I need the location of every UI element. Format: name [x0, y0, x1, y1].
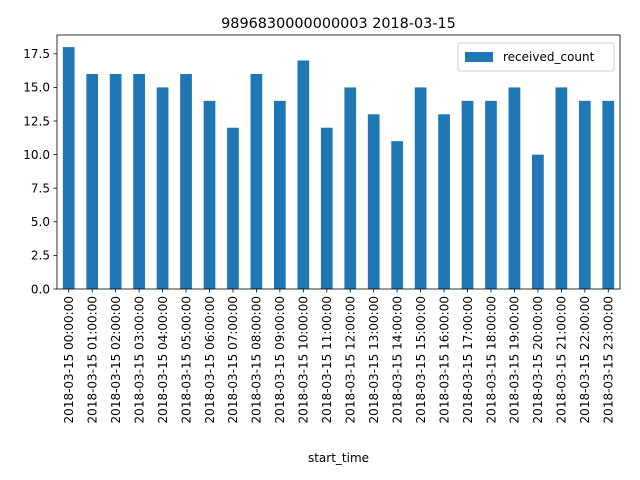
x-tick-label: 2018-03-15 17:00:00 [461, 296, 475, 423]
x-tick-label: 2018-03-15 02:00:00 [109, 296, 123, 423]
bar [508, 87, 521, 290]
bar [62, 47, 75, 289]
x-tick-label: 2018-03-15 08:00:00 [250, 296, 264, 423]
x-tick-label: 2018-03-15 04:00:00 [156, 296, 170, 423]
bar [555, 87, 568, 290]
x-tick-label: 2018-03-15 18:00:00 [484, 296, 498, 423]
bar [344, 87, 357, 290]
bar [273, 100, 286, 289]
x-tick-label: 2018-03-15 20:00:00 [531, 296, 545, 423]
y-tick-label: 10.0 [23, 148, 50, 162]
x-tick-label: 2018-03-15 07:00:00 [226, 296, 240, 423]
plot-frame [56, 34, 621, 290]
x-tick-label: 2018-03-15 06:00:00 [203, 296, 217, 423]
x-tick-label: 2018-03-15 15:00:00 [414, 296, 428, 423]
bar [438, 114, 450, 289]
y-axis: 0.0 2.5 5.0 7.5 10.0 12.5 15.0 17.5 [23, 47, 57, 296]
bar [250, 73, 263, 289]
x-tick-label: 2018-03-15 14:00:00 [390, 296, 404, 423]
y-tick-label: 7.5 [31, 182, 50, 196]
x-axis-label: start_time [308, 451, 369, 465]
bar [227, 127, 239, 289]
x-tick-label: 2018-03-15 21:00:00 [555, 296, 569, 423]
y-tick-label: 0.0 [31, 282, 50, 296]
bar [203, 100, 216, 289]
x-tick-label: 2018-03-15 09:00:00 [273, 296, 287, 423]
bar [133, 73, 145, 289]
bar [156, 87, 169, 290]
bar [109, 73, 122, 289]
bar [485, 100, 497, 289]
legend-swatch [465, 52, 493, 62]
x-tick-label: 2018-03-15 16:00:00 [437, 296, 451, 423]
bar [461, 100, 474, 289]
x-tick-label: 2018-03-15 12:00:00 [344, 296, 358, 423]
bar [297, 60, 310, 289]
x-tick-label: 2018-03-15 11:00:00 [320, 296, 334, 423]
bar [367, 114, 380, 289]
bar [86, 73, 99, 289]
x-tick-label: 2018-03-15 22:00:00 [578, 296, 592, 423]
y-tick-label: 2.5 [31, 249, 50, 263]
bar [180, 73, 192, 289]
x-tick-label: 2018-03-15 00:00:00 [62, 296, 76, 423]
x-tick-label: 2018-03-15 05:00:00 [179, 296, 193, 423]
y-tick-label: 12.5 [23, 114, 50, 128]
x-tick-label: 2018-03-15 10:00:00 [297, 296, 311, 423]
x-tick-label: 2018-03-15 01:00:00 [85, 296, 99, 423]
legend: received_count [457, 42, 615, 72]
x-tick-label: 2018-03-15 03:00:00 [132, 296, 146, 423]
y-tick-label: 17.5 [23, 47, 50, 61]
y-tick-label: 15.0 [23, 81, 50, 95]
bar [602, 100, 615, 289]
chart-title: 9896830000000003 2018-03-15 [221, 16, 456, 32]
bar [391, 141, 404, 289]
x-tick-label: 2018-03-15 13:00:00 [367, 296, 381, 423]
legend-box [457, 42, 615, 72]
bar [532, 154, 544, 289]
bars-group [62, 47, 615, 290]
bar [320, 127, 333, 289]
x-axis: 2018-03-15 00:00:00 2018-03-15 01:00:00 20… [62, 289, 616, 423]
x-tick-label: 2018-03-15 23:00:00 [602, 296, 616, 423]
bar [578, 100, 591, 289]
legend-label: received_count [503, 50, 595, 64]
x-tick-label: 2018-03-15 19:00:00 [508, 296, 522, 423]
y-tick-label: 5.0 [31, 215, 50, 229]
bar [414, 87, 427, 290]
